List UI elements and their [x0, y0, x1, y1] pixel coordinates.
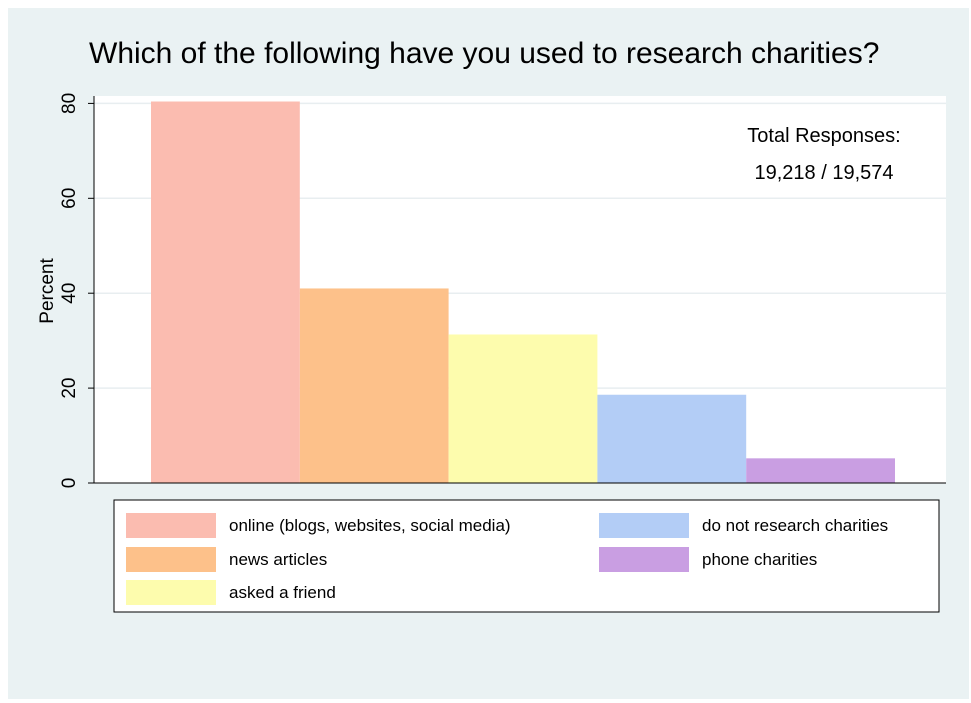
y-tick-label: 20 [59, 378, 80, 399]
legend-box [113, 499, 940, 613]
bar-2 [448, 334, 598, 483]
chart-frame: Which of the following have you used to … [8, 8, 969, 699]
y-tick-label: 80 [59, 93, 80, 114]
y-tick-label: 60 [59, 188, 80, 209]
legend-swatch-0 [126, 513, 216, 538]
bar-chart: Which of the following have you used to … [37, 37, 946, 613]
legend-label-4: phone charities [702, 550, 817, 569]
y-axis-label: Percent [37, 258, 58, 324]
total-responses-label: Total Responses: [747, 125, 900, 147]
bar-4 [746, 458, 895, 483]
y-tick-label: 40 [59, 283, 80, 304]
bar-1 [299, 288, 449, 483]
bar-3 [597, 394, 747, 483]
y-axis-ticks: 0 20 40 60 80 [59, 93, 94, 488]
total-responses-value: 19,218 / 19,574 [754, 162, 893, 184]
legend-swatch-4 [599, 547, 689, 572]
legend-swatch-3 [599, 513, 689, 538]
legend: online (blogs, websites, social media) ne… [126, 513, 888, 605]
chart-title: Which of the following have you used to … [89, 37, 879, 70]
legend-label-0: online (blogs, websites, social media) [229, 516, 511, 535]
legend-label-3: do not research charities [702, 516, 888, 535]
legend-label-2: asked a friend [229, 583, 336, 602]
y-tick-label: 0 [59, 478, 80, 489]
legend-label-1: news articles [229, 550, 327, 569]
legend-swatch-2 [126, 580, 216, 605]
bars [151, 101, 895, 483]
bar-0 [151, 101, 300, 483]
legend-swatch-1 [126, 547, 216, 572]
